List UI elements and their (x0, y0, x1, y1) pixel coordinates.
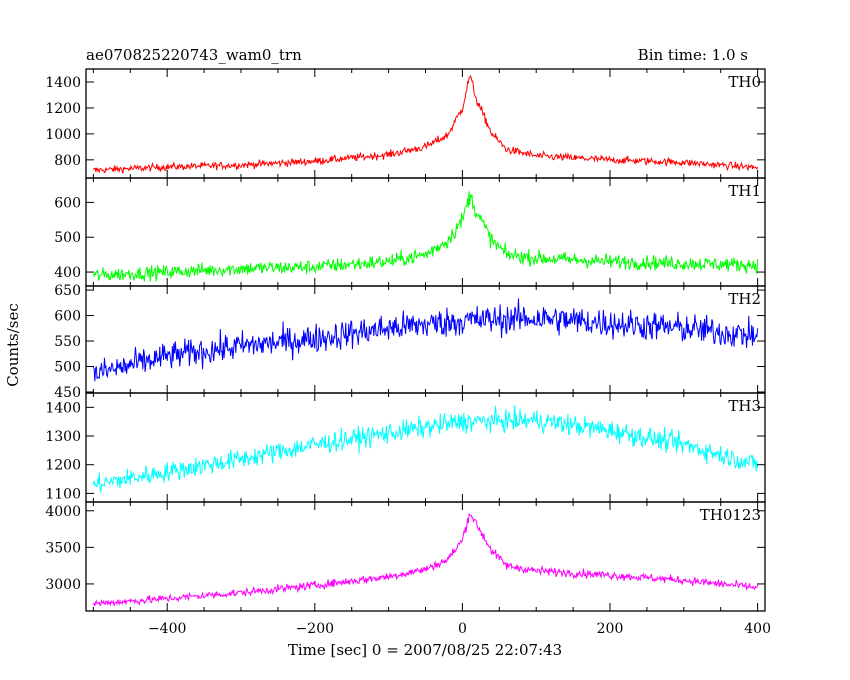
series-line-th3 (92, 404, 759, 493)
y-tick-label: 550 (54, 334, 81, 350)
panel-label-th2: TH2 (728, 290, 761, 308)
y-tick-label: 600 (54, 309, 81, 325)
x-tick-label: −400 (148, 621, 186, 637)
y-tick-label: 1200 (45, 101, 81, 117)
y-tick-label: 450 (54, 385, 81, 401)
panel-frame-th1 (85, 177, 766, 287)
y-tick-label: 1300 (45, 429, 81, 445)
y-tick-label: 4000 (45, 504, 81, 520)
y-tick-label: 1000 (45, 127, 81, 143)
panel-label-th0: TH0 (728, 73, 761, 91)
y-tick-label: 800 (54, 153, 81, 169)
y-tick-label: 1400 (45, 75, 81, 91)
y-tick-label: 1100 (45, 486, 81, 502)
x-tick-label: 200 (597, 621, 624, 637)
y-axis-label: Counts/sec (4, 303, 22, 387)
x-axis-label: Time [sec] 0 = 2007/08/25 22:07:43 (288, 641, 562, 659)
y-tick-label: 650 (54, 283, 81, 299)
x-tick-label: 0 (458, 621, 467, 637)
y-tick-label: 1200 (45, 458, 81, 474)
panel-frame-th2 (85, 285, 766, 394)
y-tick-label: 500 (54, 230, 81, 246)
panel-label-th3: TH3 (728, 397, 761, 415)
series-line-th0 (93, 74, 759, 174)
panel-label-th0123: TH0123 (700, 506, 761, 524)
panels: 800 1000 1200 1400 TH0 400 500 600 TH1 450 500 550 6… (45, 68, 771, 637)
series-line-th0123 (92, 513, 759, 607)
panel-frame-th0123 (85, 501, 766, 612)
x-tick-label: −200 (296, 621, 334, 637)
y-tick-label: 600 (54, 195, 81, 211)
series-line-th2 (92, 298, 759, 382)
y-tick-label: 500 (54, 360, 81, 376)
y-tick-label: 400 (54, 265, 81, 281)
y-tick-label: 3500 (45, 540, 81, 556)
panel-frame-th3 (85, 392, 766, 503)
y-tick-label: 3000 (45, 577, 81, 593)
y-tick-label: 1400 (45, 400, 81, 416)
x-tick-label: 400 (744, 621, 771, 637)
chart-title: ae070825220743_wam0_trn (86, 46, 302, 64)
panel-label-th1: TH1 (728, 182, 761, 200)
bin-time-label: Bin time: 1.0 s (638, 46, 748, 64)
series-line-th1 (92, 191, 759, 282)
